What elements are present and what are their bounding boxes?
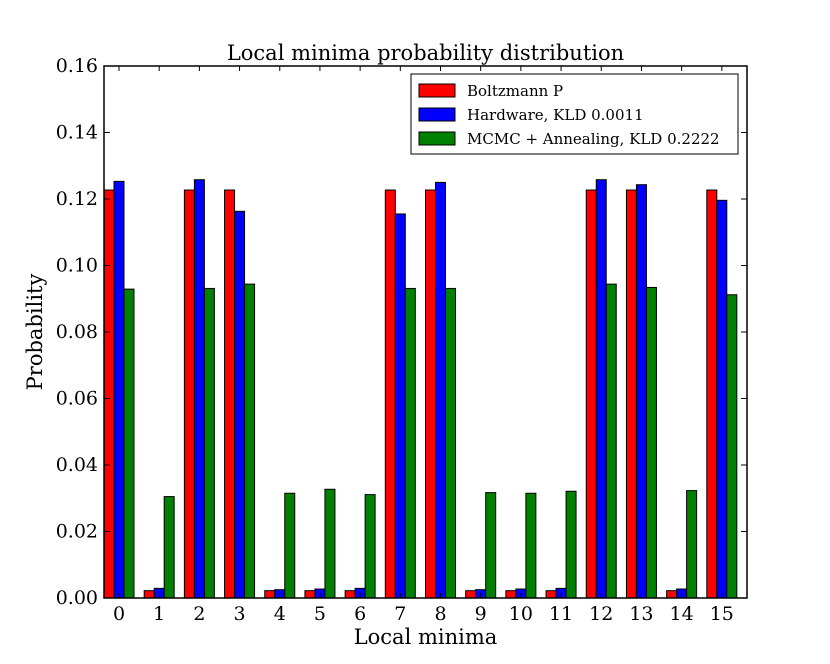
bar-hardware-3 [234, 210, 246, 599]
y-axis-label: Probability [23, 274, 47, 391]
x-tick-label-13: 13 [629, 603, 653, 625]
bar-mcmc-annealing-3 [244, 283, 256, 599]
legend: Boltzmann P Hardware, KLD 0.0011 MCMC + An… [410, 73, 739, 155]
bar-boltzmann-p-2 [183, 189, 195, 599]
chart-title: Local minima probability distribution [227, 41, 624, 65]
y-tick-label-0.04: 0.04 [56, 454, 98, 476]
legend-label-0: Boltzmann P [467, 82, 563, 100]
bar-hardware-15 [716, 199, 728, 599]
y-tick-label-0.08: 0.08 [56, 321, 98, 343]
x-tick-label-15: 15 [710, 603, 734, 625]
bar-hardware-2 [193, 179, 205, 599]
bar-boltzmann-p-7 [384, 189, 396, 599]
x-tick-label-5: 5 [314, 603, 326, 625]
bar-boltzmann-p-0 [103, 189, 115, 599]
x-axis-label: Local minima [354, 625, 498, 649]
legend-swatch-2 [418, 131, 456, 146]
legend-entries: Boltzmann P Hardware, KLD 0.0011 MCMC + An… [418, 82, 720, 148]
x-tick-label-11: 11 [549, 603, 573, 625]
bar-boltzmann-p-1 [143, 590, 155, 599]
y-tick-label-0.12: 0.12 [56, 188, 98, 210]
bar-boltzmann-p-14 [666, 590, 678, 599]
bar-hardware-7 [394, 213, 406, 599]
x-tick-label-10: 10 [509, 603, 533, 625]
bar-mcmc-annealing-7 [404, 287, 416, 599]
bar-boltzmann-p-9 [465, 590, 477, 599]
x-tick-label-3: 3 [234, 603, 246, 625]
legend-box [410, 73, 739, 155]
x-tick-label-14: 14 [670, 603, 694, 625]
bar-boltzmann-p-10 [505, 590, 517, 599]
x-tick-label-2: 2 [193, 603, 205, 625]
y-tick-label-0.10: 0.10 [56, 255, 98, 277]
bar-mcmc-annealing-8 [445, 287, 456, 599]
ticks-layer: 0 1 2 3 4 5 6 7 8 9 10 11 12 13 14 150.000.020.040.060.… [56, 55, 747, 625]
bar-mcmc-annealing-6 [364, 494, 376, 599]
y-tick-label-0.00: 0.00 [56, 587, 98, 609]
bar-hardware-12 [595, 179, 607, 599]
bar-boltzmann-p-11 [545, 590, 557, 599]
bar-hardware-8 [435, 181, 446, 599]
y-tick-label-0.16: 0.16 [56, 55, 98, 77]
x-tick-label-12: 12 [589, 603, 613, 625]
bar-mcmc-annealing-4 [284, 492, 296, 599]
bar-mcmc-annealing-14 [686, 490, 698, 599]
bar-mcmc-annealing-12 [605, 283, 617, 599]
bar-boltzmann-p-15 [706, 189, 718, 599]
bar-mcmc-annealing-0 [123, 288, 135, 599]
bar-boltzmann-p-6 [344, 590, 356, 599]
x-tick-label-0: 0 [113, 603, 125, 625]
bar-boltzmann-p-5 [304, 590, 316, 599]
bar-hardware-13 [635, 184, 647, 599]
bar-boltzmann-p-4 [264, 590, 276, 599]
bar-boltzmann-p-12 [585, 189, 597, 599]
x-tick-label-6: 6 [354, 603, 366, 625]
x-tick-label-7: 7 [394, 603, 406, 625]
x-tick-label-9: 9 [475, 603, 487, 625]
x-tick-label-4: 4 [274, 603, 286, 625]
bar-mcmc-annealing-10 [525, 492, 537, 599]
legend-label-1: Hardware, KLD 0.0011 [467, 106, 644, 124]
plot-frame [103, 65, 748, 599]
y-tick-label-0.02: 0.02 [56, 521, 98, 543]
bar-mcmc-annealing-15 [726, 294, 738, 599]
bar-boltzmann-p-8 [425, 189, 436, 599]
y-tick-label-0.06: 0.06 [56, 388, 98, 410]
x-tick-label-1: 1 [153, 603, 165, 625]
legend-swatch-0 [418, 83, 456, 98]
bar-hardware-0 [113, 180, 125, 599]
bar-mcmc-annealing-5 [324, 488, 336, 599]
x-tick-label-8: 8 [434, 603, 446, 625]
y-tick-label-0.14: 0.14 [56, 122, 98, 144]
legend-label-2: MCMC + Annealing, KLD 0.2222 [467, 130, 720, 148]
bar-mcmc-annealing-13 [645, 286, 657, 599]
legend-swatch-1 [418, 107, 456, 122]
bar-mcmc-annealing-1 [163, 496, 175, 599]
bars-layer [103, 179, 738, 599]
bar-mcmc-annealing-2 [203, 287, 215, 599]
bar-boltzmann-p-13 [625, 189, 637, 599]
bar-mcmc-annealing-9 [485, 492, 497, 599]
bar-mcmc-annealing-11 [565, 490, 577, 599]
bar-boltzmann-p-3 [224, 189, 236, 599]
